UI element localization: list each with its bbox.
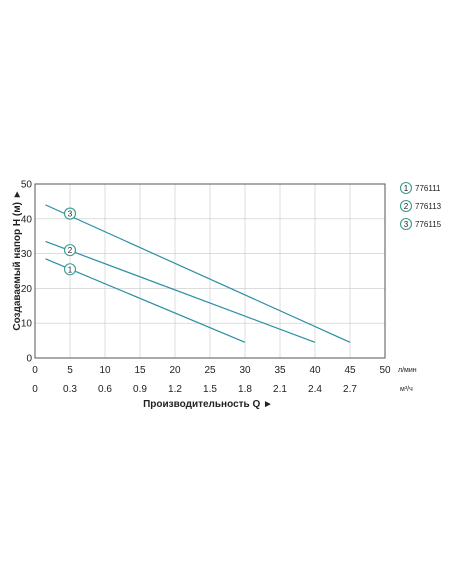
x-tick-label-lpm: 25 [204, 365, 216, 376]
series-marker-2 [63, 244, 77, 257]
x-tick-label-lpm: 0 [32, 365, 38, 376]
series-marker-1 [63, 263, 77, 276]
legend-marker-3 [399, 217, 413, 231]
plot-frame [34, 183, 386, 359]
x-tick-label-lpm: 35 [274, 365, 286, 376]
legend-label-776111: 776111 [415, 184, 441, 193]
x-tick-label-m3h: 0.9 [133, 384, 147, 395]
x-tick-label-m3h: 2.7 [343, 384, 357, 395]
series-marker-label: 1 [68, 265, 73, 274]
x-tick-label-m3h: 0.6 [98, 384, 112, 395]
legend-marker-1 [399, 181, 413, 195]
x-tick-label-m3h: 1.8 [238, 384, 252, 395]
y-tick-label: 30 [21, 249, 33, 260]
y-tick-label: 0 [26, 354, 32, 365]
legend-marker-number: 3 [404, 220, 409, 229]
legend: 1 776111 2 776113 3 776115 [399, 181, 442, 231]
x-tick-label-lpm: 30 [239, 365, 251, 376]
x-tick-label-lpm: 20 [169, 365, 181, 376]
series-line-776113 [45, 240, 316, 343]
legend-marker-number: 1 [404, 184, 409, 193]
series-line-776111 [45, 258, 246, 343]
x-tick-label-m3h: 2.1 [273, 384, 287, 395]
x-tick-label-lpm: 45 [344, 365, 356, 376]
y-tick-label: 50 [21, 180, 33, 191]
x-tick-label-lpm: 15 [134, 365, 146, 376]
legend-label-776113: 776113 [415, 202, 442, 211]
series-line-776115 [45, 204, 351, 343]
y-axis-title: Создаваемый напор H (м) ► [12, 189, 23, 330]
y-tick-label: 10 [21, 319, 33, 330]
x-unit-lpm: л/мин [398, 367, 417, 374]
x-tick-label-m3h: 2.4 [308, 384, 322, 395]
legend-marker-2 [399, 199, 413, 213]
tick-labels: 0 5 10 15 20 25 30 35 40 45 50 0 10 20 30 40 50 0 0.3 0.6 0.… [21, 180, 391, 396]
x-axis-title: Производительность Q ► [143, 399, 273, 410]
series-marker-3 [63, 207, 77, 220]
x-tick-label-m3h: 0.3 [63, 384, 77, 395]
series-marker-label: 2 [68, 246, 73, 255]
x-tick-label-m3h: 1.2 [168, 384, 182, 395]
x-tick-label-m3h: 1.5 [203, 384, 217, 395]
y-tick-label: 20 [21, 284, 33, 295]
legend-label-776115: 776115 [415, 220, 442, 229]
series-layer: 1 2 3 [45, 204, 351, 343]
x-tick-label-lpm: 5 [67, 365, 73, 376]
series-marker-label: 3 [68, 210, 73, 219]
grid [35, 184, 385, 358]
x-tick-label-lpm: 10 [99, 365, 111, 376]
x-tick-label-m3h: 0 [32, 384, 38, 395]
x-tick-label-lpm: 50 [379, 365, 391, 376]
y-tick-label: 40 [21, 214, 33, 225]
x-unit-m3h: м³/ч [400, 386, 413, 393]
x-tick-label-lpm: 40 [309, 365, 321, 376]
legend-marker-number: 2 [404, 202, 409, 211]
